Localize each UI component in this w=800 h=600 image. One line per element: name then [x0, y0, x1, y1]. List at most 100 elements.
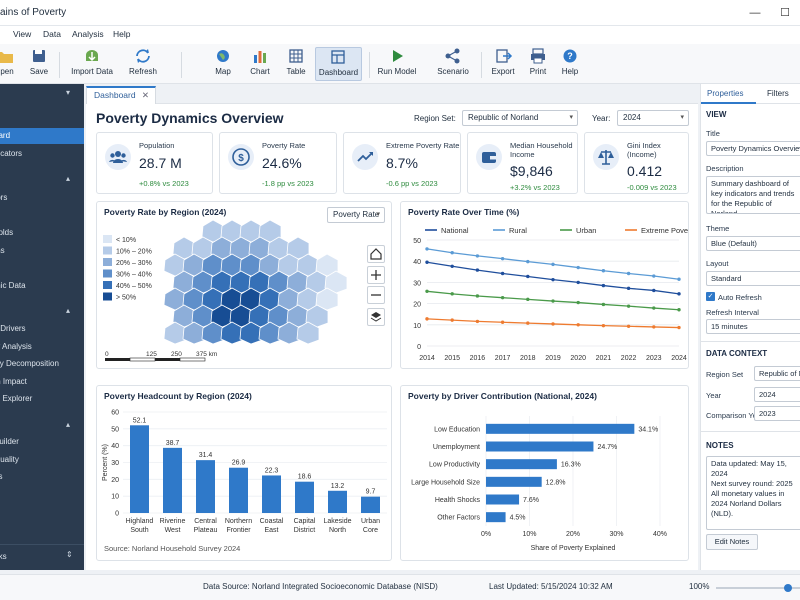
export-button[interactable]: Export [489, 47, 517, 81]
close-icon[interactable]: ✕ [141, 90, 149, 100]
chevron-up-icon[interactable]: ▴ [66, 174, 71, 183]
sidebar-item[interactable]: ms [0, 246, 5, 255]
tab-dashboard[interactable]: Dashboard ✕ [86, 86, 156, 104]
save-icon [33, 50, 45, 62]
sidebar-item[interactable]: io Explorer [0, 394, 33, 403]
menu-data[interactable]: Data [43, 29, 61, 39]
layers-button[interactable] [367, 308, 385, 326]
scenario-button[interactable]: Scenario [435, 47, 471, 81]
sidebar-item[interactable]: Quality [0, 455, 19, 464]
run-model-button[interactable]: Run Model [376, 47, 418, 81]
refresh-button[interactable]: Refresh [126, 47, 160, 81]
map-label: Map [215, 67, 231, 76]
sidebar-item[interactable]: lity Decomposition [0, 359, 59, 368]
tab-properties[interactable]: Properties [707, 89, 744, 98]
data-point [425, 247, 429, 251]
sidebar-item[interactable]: dicators [0, 149, 23, 158]
zoom-slider-thumb[interactable] [784, 584, 792, 592]
home-button[interactable] [367, 245, 385, 263]
headcount-bar-chart: Percent (%) 0 10 20 30 40 50 60 52.1 Highland Sout… [102, 410, 387, 534]
print-button[interactable]: Print [526, 47, 550, 81]
year-field[interactable]: 2024 [754, 387, 800, 402]
data-point [626, 286, 631, 291]
table-button[interactable]: Table [282, 47, 310, 81]
layout-select[interactable]: Standard [706, 271, 800, 286]
map-metric-select[interactable]: Poverty Rate ▾ [327, 207, 385, 223]
data-point [475, 319, 480, 324]
sidebar-item[interactable]: s [0, 260, 84, 276]
data-point [652, 325, 656, 329]
sidebar-item[interactable]: holds [0, 228, 14, 237]
menu-help[interactable]: Help [113, 29, 131, 39]
chevron-icon[interactable]: ▾ [66, 88, 71, 97]
menu-analysis[interactable]: Analysis [72, 29, 104, 39]
theme-select[interactable]: Blue (Default) [706, 236, 800, 251]
dashboard-button[interactable]: Dashboard [315, 47, 362, 81]
zoom-out-button[interactable] [367, 286, 385, 304]
refresh-interval-select[interactable]: 15 minutes [706, 319, 800, 334]
checkbox-checked-icon[interactable]: ✓ [706, 292, 715, 301]
region-set-label: Region Set: [414, 114, 456, 123]
sidebar-item[interactable]: gs [0, 472, 3, 481]
dashboard-content: Dashboard ✕ Poverty Dynamics Overview Re… [86, 84, 698, 570]
region-set-select[interactable]: Republic of Norland ▾ [462, 110, 578, 126]
sidebar-item[interactable]: mic Data [0, 281, 26, 290]
sidebar-item[interactable]: oard [0, 128, 84, 144]
x-tick-label: 2018 [520, 355, 536, 362]
sidebar-bookmarks[interactable]: rks ⇕ [0, 544, 84, 570]
refresh-icon [136, 49, 150, 63]
x-tick-label: Core [363, 527, 378, 534]
window-title: ains of Poverty [0, 7, 67, 18]
minimize-button[interactable]: — [749, 7, 761, 19]
y-tick-label: 40 [111, 443, 119, 450]
auto-refresh-label: Auto Refresh [718, 293, 762, 302]
last-updated-status: Last Updated: 5/15/2024 10:32 AM [489, 582, 613, 591]
sidebar-item[interactable]: s [0, 207, 84, 223]
data-point [626, 324, 631, 328]
zoom-slider[interactable] [716, 584, 800, 592]
export-icon [496, 49, 513, 63]
import-data-button[interactable]: Import Data [68, 47, 116, 81]
comparison-year-field[interactable]: 2023 [754, 406, 800, 421]
bar [328, 490, 347, 513]
sidebar-item[interactable]: Builder [0, 437, 19, 446]
menu-bar: View Data Analysis Help [0, 26, 800, 44]
y-tick-label: 50 [413, 238, 421, 245]
y-tick-label: 0 [417, 344, 421, 351]
maximize-button[interactable]: ☐ [780, 7, 790, 19]
description-field[interactable]: Summary dashboard of key indicators and … [706, 176, 800, 214]
year-select[interactable]: 2024 ▾ [617, 110, 689, 126]
edit-notes-button[interactable]: Edit Notes [706, 534, 758, 550]
region-set-label: Region Set [706, 370, 744, 379]
save-button[interactable]: Save [27, 47, 51, 81]
map-button[interactable]: Map [208, 47, 238, 81]
open-button[interactable]: pen [0, 47, 18, 81]
choropleth-map[interactable]: < 10% 10% – 20% 20% – 30% 30% – 40% 40% – 50… [97, 218, 391, 368]
data-point [475, 294, 480, 298]
kpi-population: Population 28.7 M +0.8% vs 2023 [96, 132, 213, 194]
sidebar-item[interactable]: m Impact [0, 377, 27, 386]
map-title: Poverty Rate by Region (2024) [104, 207, 227, 217]
sidebar-item[interactable]: y Drivers [0, 324, 26, 333]
menu-view[interactable]: View [13, 29, 32, 39]
dashboard-label: Dashboard [318, 68, 359, 77]
sidebar-item[interactable]: tors [0, 193, 8, 202]
home-icon [370, 248, 382, 260]
sidebar-item[interactable]: ty Analysis [0, 342, 32, 351]
data-point [601, 302, 606, 307]
data-point [425, 260, 429, 264]
chevron-up-icon[interactable]: ▴ [66, 306, 71, 315]
notes-field[interactable]: Data updated: May 15, 2024 Next survey r… [706, 456, 800, 530]
help-button[interactable]: ? Help [558, 47, 582, 81]
chart-button[interactable]: Chart [244, 47, 276, 81]
region-set-field[interactable]: Republic of Norland [754, 366, 800, 381]
title-field[interactable]: Poverty Dynamics Overview [706, 141, 800, 156]
data-point [450, 318, 454, 322]
x-tick-label: 2022 [621, 355, 637, 362]
chevron-up-icon[interactable]: ▴ [66, 420, 71, 429]
people-icon [105, 144, 131, 170]
tab-filters[interactable]: Filters [767, 89, 789, 98]
source-note: Source: Norland Household Survey 2024 [104, 544, 241, 553]
zoom-in-button[interactable] [367, 266, 385, 284]
data-label: 4.5% [510, 515, 526, 522]
